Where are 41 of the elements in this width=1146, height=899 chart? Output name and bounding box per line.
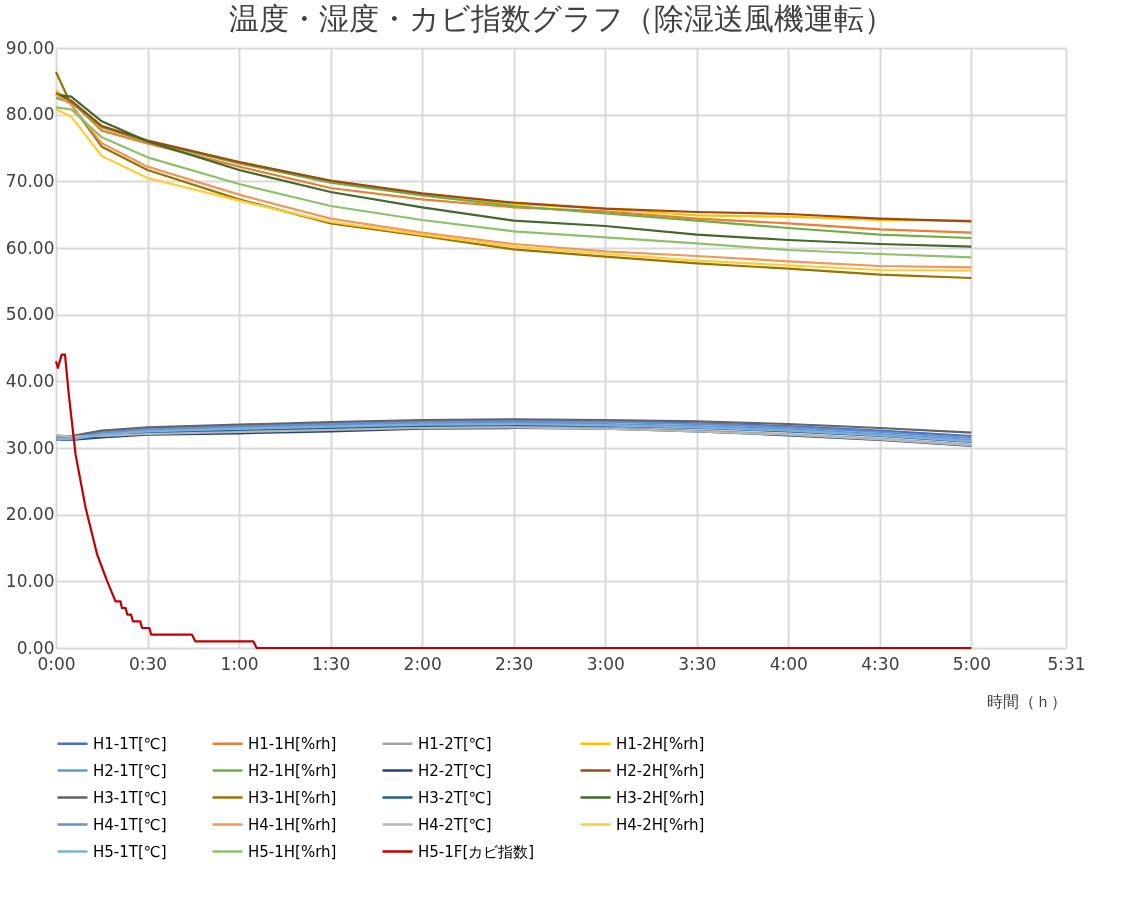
legend-label: H5-1T[℃] xyxy=(93,842,167,861)
y-tick-label: 30.00 xyxy=(5,437,55,458)
legend-label: H3-2H[%rh] xyxy=(616,788,705,807)
y-tick-label: 90.00 xyxy=(5,37,55,58)
legend-label: H5-1H[%rh] xyxy=(248,842,337,861)
y-tick-label: 50.00 xyxy=(5,304,55,325)
legend-label: H3-1H[%rh] xyxy=(248,788,337,807)
legend-label: H1-2H[%rh] xyxy=(616,734,705,753)
x-tick-label: 5:00 xyxy=(952,653,991,674)
y-tick-label: 10.00 xyxy=(5,570,55,591)
x-tick-label: 5:31 xyxy=(1047,653,1086,674)
x-tick-label: 2:30 xyxy=(495,653,534,674)
y-tick-label: 20.00 xyxy=(5,504,55,525)
x-tick-label: 2:00 xyxy=(403,653,442,674)
legend-label: H4-1H[%rh] xyxy=(248,815,337,834)
chart-title: 温度・湿度・カビ指数グラフ（除湿送風機運転） xyxy=(228,1,894,36)
x-axis-title: 時間（ｈ） xyxy=(986,691,1067,711)
legend-label: H2-2T[℃] xyxy=(418,761,492,780)
x-tick-label: 0:30 xyxy=(128,653,168,674)
legend-label: H4-1T[℃] xyxy=(93,815,167,834)
legend-label: H1-2T[℃] xyxy=(418,734,492,753)
legend-label: H2-2H[%rh] xyxy=(616,761,705,780)
x-tick-label: 3:00 xyxy=(586,653,625,674)
y-tick-label: 80.00 xyxy=(5,104,55,125)
x-tick-label: 4:30 xyxy=(861,653,900,674)
x-tick-label: 4:00 xyxy=(769,653,808,674)
legend-label: H4-2H[%rh] xyxy=(616,815,705,834)
x-tick-label: 1:30 xyxy=(312,653,351,674)
legend-label: H3-1T[℃] xyxy=(93,788,167,807)
legend-label: H1-1H[%rh] xyxy=(248,734,337,753)
y-tick-label: 60.00 xyxy=(5,237,55,258)
legend-label: H2-1H[%rh] xyxy=(248,761,337,780)
legend-label: H3-2T[℃] xyxy=(418,788,492,807)
x-tick-label: 3:30 xyxy=(678,653,717,674)
y-tick-label: 40.00 xyxy=(5,370,55,391)
legend-label: H2-1T[℃] xyxy=(93,761,167,780)
x-tick-label: 1:00 xyxy=(220,653,259,674)
y-tick-label: 70.00 xyxy=(5,170,55,191)
legend-label: H4-2T[℃] xyxy=(418,815,492,834)
legend-label: H5-1F[カビ指数] xyxy=(418,842,535,861)
legend-label: H1-1T[℃] xyxy=(93,734,167,753)
